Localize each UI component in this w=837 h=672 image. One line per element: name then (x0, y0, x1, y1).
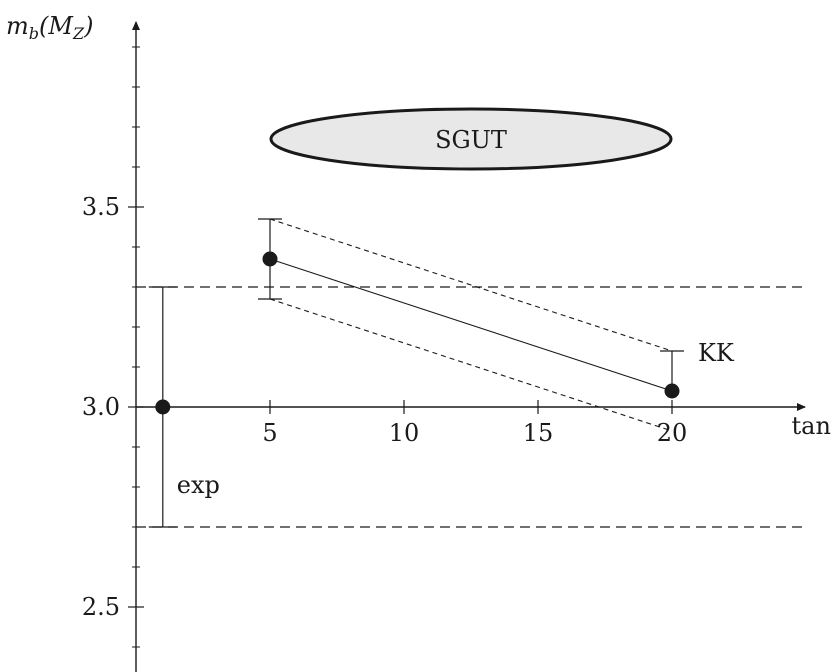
kk-band: KK (258, 218, 735, 432)
exp-range: exp (136, 286, 806, 528)
y-tick-label: 2.5 (82, 593, 120, 621)
x-tick-label: 15 (523, 419, 554, 447)
y-ticks: 2.5 3.0 3.5 (82, 193, 144, 621)
kk-lower-bound-line (269, 298, 673, 432)
kk-point (262, 251, 278, 267)
x-tick-label: 20 (657, 419, 688, 447)
x-tick-label: 10 (389, 419, 420, 447)
kk-upper-bound-line (269, 218, 673, 352)
x-ticks: 5 10 15 20 (262, 400, 687, 447)
kk-central-line (269, 258, 673, 392)
sgut-ellipse (269, 107, 673, 171)
y-tick-label: 3.0 (82, 393, 120, 421)
kk-points (258, 218, 684, 399)
kk-point (664, 383, 680, 399)
x-tick-label: 5 (262, 419, 277, 447)
y-axis-label: mb(MZ) (6, 12, 93, 43)
exp-point (155, 399, 171, 415)
sgut-region: SGUT (269, 107, 673, 171)
kk-label: KK (698, 339, 735, 367)
exp-label: exp (177, 471, 220, 499)
y-tick-label: 3.5 (82, 193, 120, 221)
sgut-label: SGUT (435, 126, 507, 154)
x-axis-label: tan β (792, 412, 837, 440)
